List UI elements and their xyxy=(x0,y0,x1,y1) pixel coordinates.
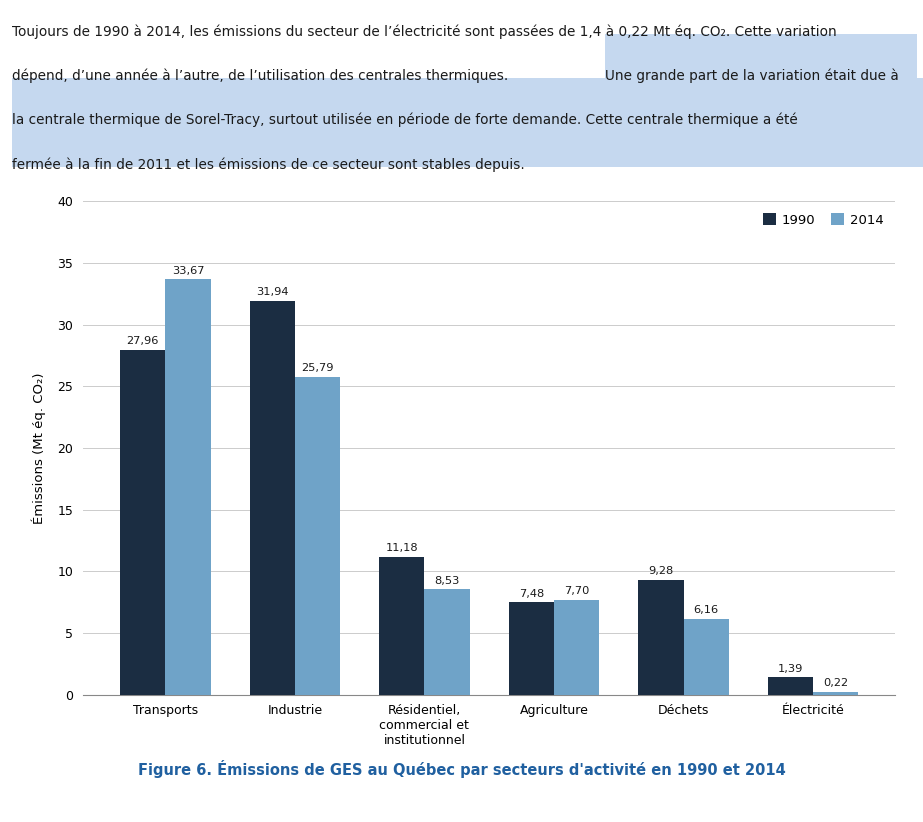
Text: Toujours de 1990 à 2014, les émissions du secteur de l’électricité sont passées : Toujours de 1990 à 2014, les émissions d… xyxy=(12,24,837,39)
Text: 7,48: 7,48 xyxy=(519,589,544,598)
Bar xyxy=(120,350,165,695)
Text: 31,94: 31,94 xyxy=(256,287,289,297)
Text: 0,22: 0,22 xyxy=(823,678,848,688)
Bar xyxy=(165,279,210,695)
FancyBboxPatch shape xyxy=(12,122,923,167)
Text: 8,53: 8,53 xyxy=(435,575,460,586)
Text: la centrale thermique de Sorel-Tracy, surtout utilisée en période de forte deman: la centrale thermique de Sorel-Tracy, su… xyxy=(12,113,797,127)
Text: 11,18: 11,18 xyxy=(386,543,418,553)
Bar xyxy=(684,619,729,695)
Bar xyxy=(294,376,341,695)
Bar xyxy=(425,589,470,695)
Text: 1,39: 1,39 xyxy=(778,663,803,674)
Legend: 1990, 2014: 1990, 2014 xyxy=(758,208,889,232)
Y-axis label: Émissions (Mt éq. CO₂): Émissions (Mt éq. CO₂) xyxy=(32,372,46,524)
Bar xyxy=(768,677,813,695)
Text: Une grande part de la variation était due à: Une grande part de la variation était du… xyxy=(605,68,898,83)
Text: fermée à la fin de 2011 et les émissions de ce secteur sont stables depuis.: fermée à la fin de 2011 et les émissions… xyxy=(12,157,525,172)
Bar xyxy=(509,603,554,695)
Text: 27,96: 27,96 xyxy=(126,336,159,346)
Text: dépend, d’une année à l’autre, de l’utilisation des centrales thermiques.: dépend, d’une année à l’autre, de l’util… xyxy=(12,68,512,83)
Text: 25,79: 25,79 xyxy=(301,363,334,373)
Bar xyxy=(249,301,294,695)
Text: 7,70: 7,70 xyxy=(564,586,589,596)
FancyBboxPatch shape xyxy=(605,34,917,78)
Bar xyxy=(813,692,858,695)
Bar xyxy=(554,600,599,695)
Text: 33,67: 33,67 xyxy=(172,266,204,275)
Bar xyxy=(379,556,425,695)
FancyBboxPatch shape xyxy=(12,78,923,122)
Text: 6,16: 6,16 xyxy=(693,605,719,615)
Text: 9,28: 9,28 xyxy=(648,566,674,576)
Bar xyxy=(638,580,684,695)
Text: Figure 6. Émissions de GES au Québec par secteurs d'activité en 1990 et 2014: Figure 6. Émissions de GES au Québec par… xyxy=(138,760,785,778)
